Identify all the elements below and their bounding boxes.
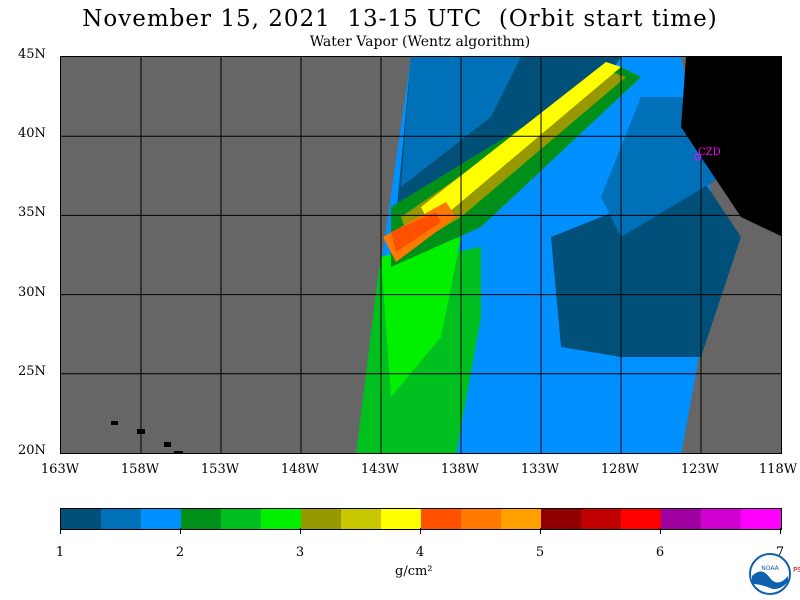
- colorbar-swatch: [261, 509, 301, 529]
- latitude-label: 25N: [18, 363, 46, 379]
- longitude-label: 153W: [200, 462, 240, 477]
- page-title: November 15, 2021 13-15 UTC (Orbit start…: [82, 6, 718, 32]
- colorbar-unit: g/cm²: [395, 564, 433, 579]
- colorbar-swatch: [421, 509, 461, 529]
- colorbar-swatch: [661, 509, 701, 529]
- swath-dark-blue-east: [551, 177, 741, 357]
- latitude-label: 30N: [18, 284, 46, 300]
- colorbar-swatch: [141, 509, 181, 529]
- colorbar-swatch: [101, 509, 141, 529]
- water-vapor-map: [60, 56, 782, 454]
- longitude-label: 123W: [680, 462, 720, 477]
- longitude-label: 163W: [40, 462, 80, 477]
- colorbar-tick: [300, 528, 301, 534]
- colorbar-tick-label: 2: [175, 545, 185, 560]
- colorbar-swatch: [221, 509, 261, 529]
- colorbar-tick: [180, 528, 181, 534]
- colorbar-swatch: [341, 509, 381, 529]
- colorbar-swatch: [741, 509, 781, 529]
- colorbar-swatch: [181, 509, 221, 529]
- colorbar-swatch: [381, 509, 421, 529]
- latitude-label: 35N: [18, 205, 46, 221]
- latitude-label: 45N: [18, 47, 46, 62]
- colorbar-swatch: [541, 509, 581, 529]
- noaa-logo-text: NOAA: [761, 565, 779, 572]
- colorbar-tick-label: 6: [655, 545, 665, 560]
- colorbar-tick: [60, 528, 61, 534]
- longitude-label: 128W: [600, 462, 640, 477]
- colorbar: [60, 508, 782, 530]
- longitude-label: 138W: [440, 462, 480, 477]
- island-1: [111, 421, 118, 425]
- colorbar-swatch: [581, 509, 621, 529]
- colorbar-tick-label: 4: [415, 545, 425, 560]
- swath-bright-green: [381, 237, 461, 397]
- psl-logo-text: PSL: [793, 566, 800, 574]
- colorbar-swatch: [621, 509, 661, 529]
- colorbar-tick: [780, 528, 781, 534]
- colorbar-tick-label: 5: [535, 545, 545, 560]
- island-4: [174, 451, 183, 453]
- colorbar-tick: [420, 528, 421, 534]
- czd-marker-label: CZD: [698, 147, 721, 158]
- swath-red-orange: [391, 212, 441, 252]
- latitude-label: 40N: [18, 126, 46, 142]
- page-subtitle: Water Vapor (Wentz algorithm): [309, 34, 531, 50]
- colorbar-tick-label: 1: [55, 545, 65, 560]
- colorbar-swatch: [301, 509, 341, 529]
- colorbar-swatch: [461, 509, 501, 529]
- latitude-label: 20N: [18, 443, 46, 458]
- longitude-label: 118W: [758, 462, 798, 477]
- longitude-label: 158W: [120, 462, 160, 477]
- swath-yellow: [421, 62, 621, 227]
- longitude-label: 133W: [520, 462, 560, 477]
- colorbar-tick: [540, 528, 541, 534]
- colorbar-swatch: [61, 509, 101, 529]
- island-3: [164, 442, 171, 447]
- longitude-label: 148W: [280, 462, 320, 477]
- colorbar-swatch: [701, 509, 741, 529]
- longitude-label: 143W: [360, 462, 400, 477]
- colorbar-tick-label: 3: [295, 545, 305, 560]
- map-canvas: [61, 57, 781, 453]
- colorbar-tick: [660, 528, 661, 534]
- colorbar-swatch: [501, 509, 541, 529]
- noaa-logo-icon: NOAA: [749, 553, 791, 595]
- czd-marker: [694, 153, 702, 161]
- colorbar-tick-label: 7: [775, 545, 785, 560]
- west-coast-land: [681, 57, 781, 237]
- lat-lon-grid: [61, 57, 781, 453]
